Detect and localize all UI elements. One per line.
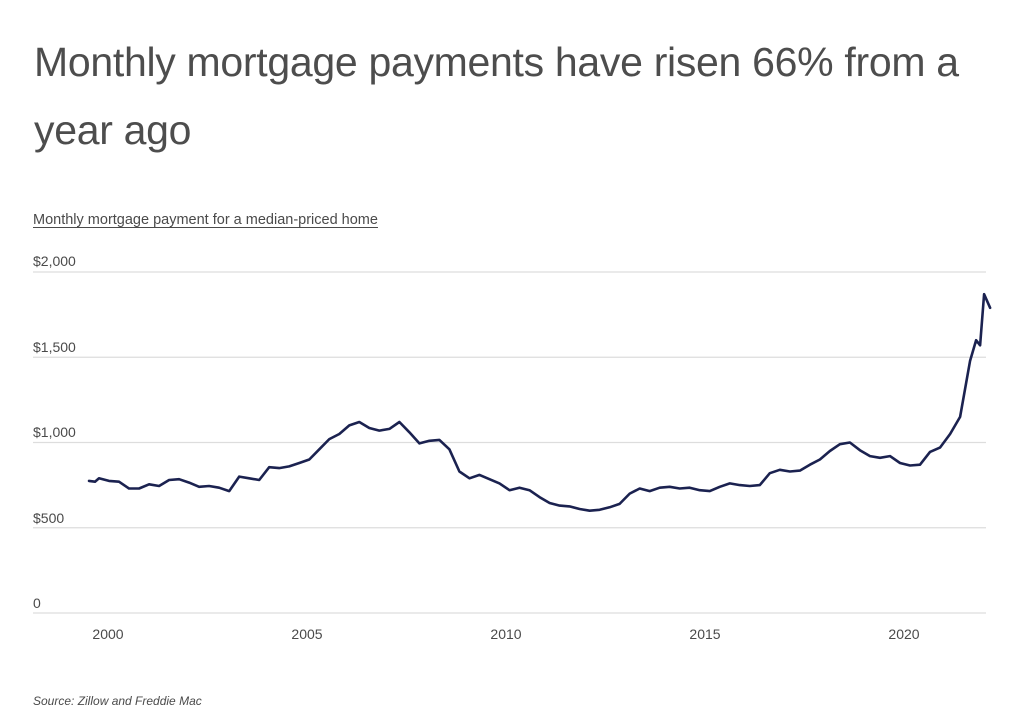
source-note: Source: Zillow and Freddie Mac [33, 694, 202, 708]
gridlines [33, 271, 986, 614]
y-tick-label-1500: $1,500 [33, 339, 76, 355]
x-tick-label-2015: 2015 [689, 626, 721, 642]
mortgage-payment-line [87, 292, 992, 512]
x-tick-label-2020: 2020 [888, 626, 920, 642]
chart-subtitle: Monthly mortgage payment for a median-pr… [33, 212, 378, 228]
y-tick-label-0: 0 [33, 595, 41, 611]
y-tick-label-2000: $2,000 [33, 253, 76, 269]
y-tick-label-1000: $1,000 [33, 424, 76, 440]
x-tick-label-2010: 2010 [490, 626, 522, 642]
y-tick-label-500: $500 [33, 510, 65, 526]
chart-title: Monthly mortgage payments have risen 66%… [34, 39, 959, 153]
x-tick-label-2000: 2000 [92, 626, 124, 642]
x-tick-label-2005: 2005 [291, 626, 323, 642]
